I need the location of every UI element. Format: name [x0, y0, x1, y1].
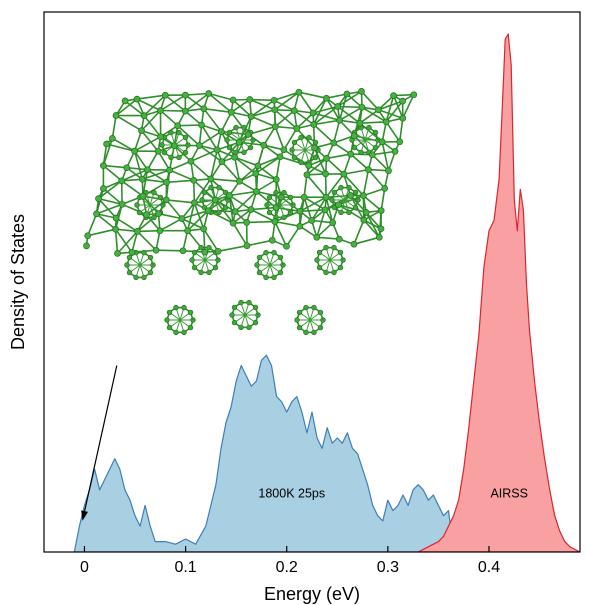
- structure-ring: [124, 249, 156, 281]
- structure-atoms: [83, 88, 418, 257]
- structure-ring: [314, 244, 346, 276]
- structure-ring: [294, 304, 326, 336]
- series-label-1800k: 1800K 25ps: [258, 487, 325, 501]
- x-tick-label: 0.2: [276, 559, 298, 576]
- series-area-1: [417, 33, 580, 552]
- x-tick-label: 0.1: [174, 559, 196, 576]
- plot-frame: [43, 11, 581, 553]
- structure-ring: [159, 129, 191, 161]
- structure-ring: [329, 184, 361, 216]
- structure-ring: [189, 244, 221, 276]
- x-axis-label: Energy (eV): [264, 584, 360, 604]
- series-label-airss: AIRSS: [490, 487, 528, 501]
- structure-ring: [164, 304, 196, 336]
- series-area-0: [73, 354, 455, 552]
- structure-ring: [264, 189, 296, 221]
- x-tick-label: 0: [80, 559, 89, 576]
- structure-ring: [289, 134, 321, 166]
- atomic-structure-inset: [83, 88, 418, 336]
- structure-ring: [229, 299, 261, 331]
- series-layer: [73, 33, 580, 552]
- pointer-arrow: [81, 365, 118, 521]
- x-tick-label: 0.3: [377, 559, 399, 576]
- x-tick-label: 0.4: [478, 559, 500, 576]
- structure-ring: [134, 189, 166, 221]
- y-axis-label: Density of States: [8, 214, 28, 350]
- x-axis-ticks: 0 0.1 0.2 0.3 0.4: [80, 546, 500, 576]
- structure-ring: [254, 249, 286, 281]
